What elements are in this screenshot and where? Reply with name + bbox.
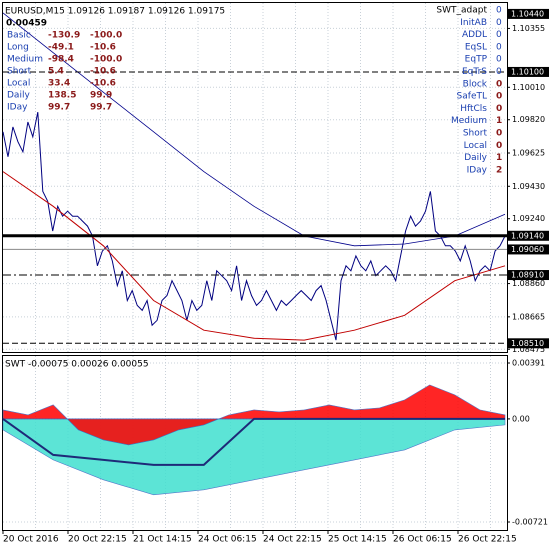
left-row-cell: -49.1 [48,43,74,53]
series-line [2,12,506,247]
right-row-value: 2 [496,165,502,175]
right-row-label: ADDL [462,30,487,40]
y-tick-label: 1.08475 [512,345,545,354]
left-row-cell: -100.0 [90,31,122,41]
left-row-cell: Long [7,43,29,53]
right-row-label: Medium [451,116,487,126]
level-box [508,8,549,19]
x-tick-label: 24 Oct 06:15 [198,535,257,545]
y-tick-label: 1.10355 [512,24,545,33]
level-box [508,270,549,281]
y-tick-label: 1.09240 [512,214,545,223]
level-box [508,244,549,255]
right-row-value: 1 [496,116,502,126]
right-row-label: EqTrS [462,67,487,77]
right-row-value: 0 [496,92,502,102]
level-label: 1.08510 [511,339,544,348]
left-row-cell: -100.0 [90,55,122,65]
x-tick-label: 26 Oct 06:15 [393,535,452,545]
x-tick-label: 26 Oct 22:15 [458,535,517,545]
x-tick-label: 21 Oct 14:15 [133,535,192,545]
right-row-value: 0 [496,42,502,52]
right-row-label: Local [464,141,487,151]
level-label: 1.09060 [511,245,544,254]
right-row-label: InitAB [460,18,487,28]
y-tick-label: -0.00721 [512,517,548,526]
left-row-cell: 5.4 [48,67,64,77]
right-row-label: SafeTL [457,92,487,102]
x-tick-label: 20 Oct 22:15 [68,535,127,545]
status-value: 0.00459 [6,19,47,29]
y-tick-label: 1.09430 [512,182,545,191]
level-label: 1.10100 [511,67,544,76]
right-row-label: IDay [467,165,488,175]
y-tick-label: 1.08860 [512,279,545,288]
right-row-label: Daily [464,153,487,163]
y-tick-label: 0.00 [512,414,530,423]
left-row-cell: IDay [7,103,28,113]
left-row-cell: Basic [7,31,31,41]
right-row-value: 0 [496,129,502,139]
level-box [508,66,549,77]
left-row-cell: Medium [7,55,43,65]
series-line [2,112,506,341]
right-row-label: HftCls [460,104,487,114]
area [2,384,506,446]
left-row-cell: -130.9 [48,31,80,41]
left-row-cell: Short [7,67,32,77]
y-tick-label: 0.00391 [512,359,545,368]
level-label: 1.09140 [511,231,544,240]
right-row-value: 0 [496,6,502,16]
left-row-cell: -10.6 [90,79,116,89]
left-row-cell: 99.7 [48,103,70,113]
x-tick-label: 24 Oct 22:15 [263,535,322,545]
level-label: 1.10440 [511,9,544,18]
right-row-label: Short [463,129,488,139]
x-tick-label: 20 Oct 2016 [3,535,59,545]
left-row-cell: 138.5 [48,91,76,101]
right-row-value: 0 [496,79,502,89]
x-tick-label: 25 Oct 14:15 [328,535,387,545]
left-row-cell: -10.6 [90,67,116,77]
y-tick-label: 1.09625 [512,149,545,158]
left-row-cell: 99.7 [90,103,112,113]
right-row-value: 0 [496,67,502,77]
level-box [508,230,549,241]
left-row-cell: -10.6 [90,43,116,53]
level-box [508,338,549,349]
right-row-value: 0 [496,141,502,151]
right-row-label: SWT_adapt [436,6,487,16]
left-row-cell: Daily [7,91,30,101]
right-row-value: 0 [496,18,502,28]
series-line [2,171,506,341]
right-row-label: EqSL [465,42,487,52]
panel-title: EURUSD,M15 1.09126 1.09187 1.09126 1.091… [5,7,225,17]
left-row-cell: Local [7,79,30,89]
right-row-value: 1 [496,153,502,163]
right-row-value: 0 [496,30,502,40]
level-label: 1.08910 [511,271,544,280]
y-tick-label: 1.08665 [512,312,545,321]
left-row-cell: 99.9 [90,91,112,101]
sub-frame [2,355,508,531]
left-row-cell: 33.4 [48,79,70,89]
y-tick-label: 1.09820 [512,115,545,124]
panel-title: SWT -0.00075 0.00026 0.00055 [5,360,149,370]
right-row-value: 0 [496,55,502,65]
right-row-label: Block [463,79,488,89]
main-frame [2,2,508,353]
left-row-cell: -98.4 [48,55,74,65]
right-row-value: 0 [496,104,502,114]
y-tick-label: 1.10010 [512,83,545,92]
series-line [2,417,505,466]
right-row-label: EqTP [465,55,488,65]
